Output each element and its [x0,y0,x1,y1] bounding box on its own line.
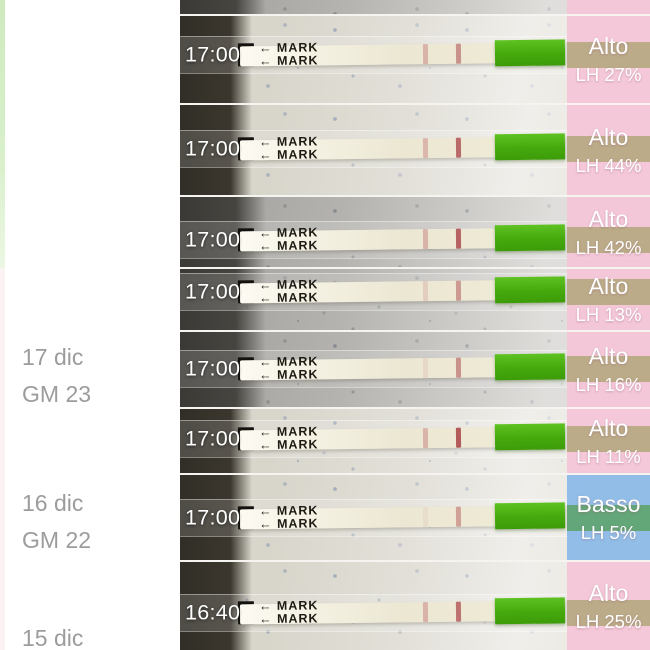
result-text: Alto [588,414,629,441]
test-time: 17:00 [185,227,241,252]
date-group: 17 dic GM 23 [22,346,91,406]
result-badge: Alto LH 27% [567,16,650,103]
control-line [422,506,429,527]
test-line [455,137,462,158]
control-line [422,357,429,378]
test-line [455,506,462,527]
strip-green-handle [494,501,566,529]
strip-through-badge-band [567,355,650,382]
result-text: Alto [588,273,629,299]
result-text: Alto [588,205,629,232]
strip-mark-print: ← MARK ← MARK [258,424,319,453]
test-photo-row[interactable]: ← MARK ← MARK 17:00 Alto LH 13% [180,267,650,330]
test-line [455,43,462,64]
test-time: 17:00 [185,505,241,529]
test-photo-row[interactable] [180,0,650,14]
test-time: 17:00 [185,136,241,161]
result-text: Alto [588,343,629,369]
paper-towel-photo [180,0,650,14]
result-badge: Alto LH 11% [567,409,650,473]
test-photo-row[interactable]: ← MARK ← MARK 17:00 Alto LH 16% [180,330,650,407]
strip-green-handle [494,133,566,161]
control-line [422,44,429,65]
result-badge: Basso LH 5% [567,475,650,560]
test-time: 17:00 [185,426,241,451]
result-text: Alto [588,579,629,606]
photo-shadow [180,0,266,14]
test-line [455,427,462,448]
test-photo-row[interactable]: ← MARK ← MARK 17:00 Alto LH 42% [180,195,650,267]
test-time: 16:40 [185,600,241,625]
test-time: 17:00 [185,279,241,304]
cycle-day-label: GM 22 [22,527,92,553]
strip-green-handle [494,353,566,381]
lh-percentage: LH 13% [575,304,642,325]
test-time: 17:00 [185,356,241,381]
strip-mark-print: ← MARK ← MARK [258,40,319,69]
result-text: Alto [588,33,629,59]
strip-green-handle [494,276,566,304]
control-line [422,138,429,159]
strip-green-handle [494,597,566,625]
test-line [455,601,462,622]
test-photo-row[interactable]: ← MARK ← MARK 17:00 Alto LH 27% [180,14,650,103]
result-text: Basso [576,491,641,517]
strip-green-handle [494,224,566,252]
control-line [422,281,429,302]
test-photo-row[interactable]: ← MARK ← MARK 17:00 Alto LH 11% [180,407,650,473]
control-line [422,602,429,623]
lh-percentage: LH 25% [575,610,642,632]
date-group: 15 dic [22,627,83,650]
test-line [455,357,462,378]
cycle-phase-accent-green [0,0,5,268]
cycle-phase-accent-pink [0,268,5,650]
strip-green-handle [494,423,566,451]
test-photo-row[interactable]: ← MARK ← MARK 17:00 Basso LH 5% [180,473,650,560]
control-line [422,229,429,250]
date-timeline-sidebar: 17 dic GM 23 16 dic GM 22 15 dic [0,0,180,650]
control-line [422,428,429,449]
cycle-day-label: GM 23 [22,381,92,407]
test-line [455,280,462,301]
date-label: 17 dic [22,344,84,370]
lh-percentage: LH 27% [575,64,642,85]
lh-percentage: LH 42% [575,236,642,258]
strip-mark-print: ← MARK ← MARK [258,277,319,306]
strip-mark-print: ← MARK ← MARK [258,225,319,254]
result-text: Alto [588,123,629,150]
result-badge [567,0,650,14]
strip-mark-print: ← MARK ← MARK [258,354,319,382]
test-photo-row[interactable]: ← MARK ← MARK 17:00 Alto LH 44% [180,103,650,195]
result-badge: Alto LH 13% [567,269,650,330]
lh-percentage: LH 11% [576,445,641,467]
date-label: 15 dic [22,625,84,650]
result-badge: Alto LH 44% [567,105,650,195]
date-label: 16 dic [22,490,84,516]
lh-percentage: LH 16% [575,374,642,395]
strip-through-badge-band [567,227,650,254]
lh-percentage: LH 5% [580,522,637,543]
test-line [455,229,462,250]
result-badge: Alto LH 16% [567,332,650,407]
strip-mark-print: ← MARK ← MARK [258,134,319,163]
result-badge: Alto LH 25% [567,562,650,650]
test-time: 17:00 [185,42,241,67]
strip-through-badge-band [567,279,650,306]
test-entry-list: ← MARK ← MARK 17:00 Alto LH 27% ← MARK ← MARK 1… [180,0,650,650]
result-badge: Alto LH 42% [567,197,650,267]
strip-green-handle [494,39,566,67]
test-photo-row[interactable]: ← MARK ← MARK 16:40 Alto LH 25% [180,560,650,650]
date-group: 16 dic GM 22 [22,492,91,552]
strip-mark-print: ← MARK ← MARK [258,598,319,627]
strip-mark-print: ← MARK ← MARK [258,502,319,531]
lh-percentage: LH 44% [575,154,642,176]
